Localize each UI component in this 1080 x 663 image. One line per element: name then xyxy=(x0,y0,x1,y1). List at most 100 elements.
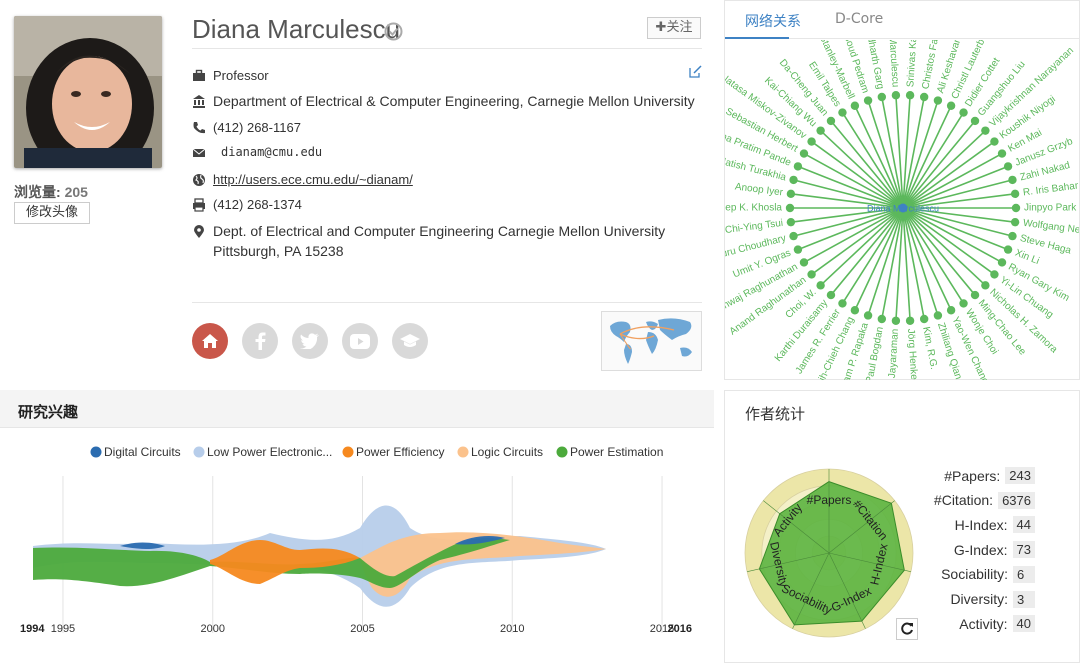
scholar-button[interactable] xyxy=(392,323,428,359)
network-node[interactable] xyxy=(905,316,915,325)
stream-area[interactable] xyxy=(360,532,606,597)
network-node[interactable] xyxy=(816,281,825,290)
research-interests-panel: 研究兴趣 Digital Circuits Low Power Electroni… xyxy=(0,390,714,663)
network-node-label[interactable]: R. Iris Bahar xyxy=(1022,180,1079,198)
network-node[interactable] xyxy=(838,108,847,117)
network-node[interactable] xyxy=(946,101,956,110)
network-node[interactable] xyxy=(990,270,999,279)
network-node[interactable] xyxy=(1008,231,1017,241)
network-node[interactable] xyxy=(850,101,860,110)
network-node[interactable] xyxy=(838,299,847,308)
network-node[interactable] xyxy=(826,290,836,300)
stream-area[interactable] xyxy=(120,536,505,549)
legend-swatch[interactable] xyxy=(193,446,205,458)
network-edge xyxy=(902,179,1013,209)
network-node-label[interactable]: Ajay Narayan Jayaraman xyxy=(883,328,901,380)
homepage-link[interactable]: http://users.ece.cmu.edu/~dianam/ xyxy=(213,172,413,187)
network-node[interactable] xyxy=(1008,175,1017,185)
network-node[interactable] xyxy=(826,116,836,126)
refresh-button[interactable] xyxy=(896,618,918,640)
youtube-button[interactable] xyxy=(342,323,378,359)
edit-avatar-button[interactable]: 修改头像 xyxy=(14,202,90,224)
network-node[interactable] xyxy=(990,137,999,146)
network-node[interactable] xyxy=(863,96,873,105)
network-node[interactable] xyxy=(970,290,980,300)
network-node-label[interactable]: Radu Marculescu xyxy=(885,40,901,88)
network-node-label[interactable]: Jinpyo Park xyxy=(1024,203,1077,214)
facebook-button[interactable] xyxy=(242,323,278,359)
network-node-label[interactable]: Chi-Ying Tsui xyxy=(725,218,784,236)
network-node[interactable] xyxy=(793,245,803,254)
network-node[interactable] xyxy=(959,299,968,308)
network-node[interactable] xyxy=(786,217,796,227)
legend-item[interactable]: Digital Circuits xyxy=(104,445,181,459)
tab-network[interactable]: 网络关系 xyxy=(745,14,801,30)
network-node[interactable] xyxy=(789,231,798,241)
network-node[interactable] xyxy=(799,149,809,158)
network-node[interactable] xyxy=(877,314,887,324)
network-node[interactable] xyxy=(997,149,1007,158)
stat-row: Sociability: 6 xyxy=(895,565,1035,583)
network-node[interactable] xyxy=(946,306,956,315)
network-node[interactable] xyxy=(793,162,803,171)
network-node[interactable] xyxy=(919,314,929,324)
network-edge xyxy=(902,207,1016,223)
network-node[interactable] xyxy=(970,116,980,126)
research-interest-streamgraph[interactable]: Digital Circuits Low Power Electronic... P… xyxy=(0,428,714,663)
network-node[interactable] xyxy=(850,306,860,315)
network-node[interactable] xyxy=(959,108,968,117)
legend-swatch[interactable] xyxy=(556,446,568,458)
email-row: dianam@cmu.edu xyxy=(192,145,322,160)
legend-swatch[interactable] xyxy=(342,446,354,458)
network-node[interactable] xyxy=(1010,189,1020,199)
legend-swatch[interactable] xyxy=(457,446,469,458)
network-node[interactable] xyxy=(799,258,809,267)
network-node[interactable] xyxy=(919,92,929,102)
network-node[interactable] xyxy=(1003,162,1013,171)
network-node[interactable] xyxy=(816,126,825,135)
network-center-node[interactable] xyxy=(898,203,908,213)
network-node-label[interactable]: Kim, R.G. xyxy=(920,326,939,371)
network-node[interactable] xyxy=(905,91,915,100)
stream-area[interactable] xyxy=(210,540,360,584)
network-node[interactable] xyxy=(807,270,816,279)
tab-dcore[interactable]: D-Core xyxy=(835,11,884,27)
network-node-label[interactable]: Anoop Iyer xyxy=(734,181,784,198)
network-node-label[interactable]: Jörg Henkel xyxy=(905,328,919,380)
edit-icon[interactable] xyxy=(689,65,702,83)
stat-label: #Citation: xyxy=(933,492,994,509)
twitter-button[interactable] xyxy=(292,323,328,359)
network-node[interactable] xyxy=(1011,203,1021,213)
network-node[interactable] xyxy=(891,91,901,100)
network-node[interactable] xyxy=(981,281,990,290)
network-node[interactable] xyxy=(1003,245,1013,254)
home-button[interactable] xyxy=(192,323,228,359)
network-node[interactable] xyxy=(997,258,1007,267)
network-node-label[interactable]: Pradeep K. Khosla xyxy=(725,203,782,214)
network-node[interactable] xyxy=(786,189,796,199)
network-node[interactable] xyxy=(807,137,816,146)
world-map[interactable] xyxy=(601,311,702,371)
network-node[interactable] xyxy=(1010,217,1020,227)
network-node-label[interactable]: Srinivas Katkoori xyxy=(905,40,921,88)
network-node[interactable] xyxy=(789,175,798,185)
legend-item[interactable]: Power Efficiency xyxy=(356,445,444,459)
network-node[interactable] xyxy=(891,316,901,325)
network-node[interactable] xyxy=(933,311,943,320)
divider xyxy=(192,48,702,49)
phone-row: (412) 268-1167 xyxy=(192,120,301,135)
profile-title: Professor xyxy=(213,68,269,83)
legend-item[interactable]: Logic Circuits xyxy=(471,445,543,459)
network-node[interactable] xyxy=(981,126,990,135)
stream-area[interactable] xyxy=(33,538,510,588)
network-edge xyxy=(902,207,1013,237)
network-node[interactable] xyxy=(933,96,943,105)
network-node[interactable] xyxy=(877,92,887,102)
follow-button[interactable]: ✚关注 xyxy=(647,17,701,39)
legend-swatch[interactable] xyxy=(90,446,102,458)
network-node[interactable] xyxy=(863,311,873,320)
legend-item[interactable]: Low Power Electronic... xyxy=(207,445,332,459)
network-node[interactable] xyxy=(785,203,795,213)
legend-item[interactable]: Power Estimation xyxy=(570,445,663,459)
